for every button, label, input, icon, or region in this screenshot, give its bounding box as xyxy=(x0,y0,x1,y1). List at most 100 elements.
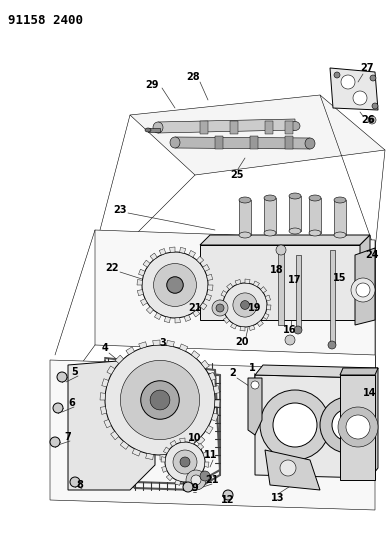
Polygon shape xyxy=(201,360,209,369)
Polygon shape xyxy=(139,342,147,349)
Circle shape xyxy=(70,477,80,487)
Text: 28: 28 xyxy=(186,72,200,82)
Polygon shape xyxy=(214,400,220,407)
Polygon shape xyxy=(209,372,216,381)
Circle shape xyxy=(141,381,179,419)
Text: 16: 16 xyxy=(283,325,297,335)
Circle shape xyxy=(154,263,196,306)
Circle shape xyxy=(276,245,286,255)
Circle shape xyxy=(167,277,183,293)
Polygon shape xyxy=(200,121,208,134)
Polygon shape xyxy=(203,264,210,271)
Text: 21: 21 xyxy=(205,475,219,485)
Polygon shape xyxy=(193,310,200,317)
Polygon shape xyxy=(158,119,295,133)
Polygon shape xyxy=(263,313,269,319)
Polygon shape xyxy=(208,285,213,290)
Ellipse shape xyxy=(334,197,346,203)
Text: 15: 15 xyxy=(333,273,347,283)
Text: 11: 11 xyxy=(204,450,218,460)
Polygon shape xyxy=(159,248,166,255)
Circle shape xyxy=(328,341,336,349)
Polygon shape xyxy=(296,255,301,330)
Polygon shape xyxy=(240,327,245,331)
Text: 20: 20 xyxy=(235,337,249,347)
Text: 25: 25 xyxy=(230,170,244,180)
Polygon shape xyxy=(140,298,147,305)
Polygon shape xyxy=(261,287,267,293)
Ellipse shape xyxy=(305,138,315,149)
Text: 91158 2400: 91158 2400 xyxy=(8,14,83,27)
Polygon shape xyxy=(95,230,375,355)
Polygon shape xyxy=(253,281,260,287)
Circle shape xyxy=(183,482,193,492)
Polygon shape xyxy=(164,317,170,322)
Circle shape xyxy=(353,91,367,105)
Polygon shape xyxy=(360,235,370,320)
Circle shape xyxy=(356,283,370,297)
Text: 12: 12 xyxy=(221,495,235,505)
Polygon shape xyxy=(175,137,310,149)
Circle shape xyxy=(341,75,355,89)
Polygon shape xyxy=(255,365,378,378)
Polygon shape xyxy=(221,290,227,296)
Polygon shape xyxy=(215,136,223,149)
Polygon shape xyxy=(68,358,155,490)
Ellipse shape xyxy=(239,232,251,238)
Circle shape xyxy=(251,381,259,389)
Polygon shape xyxy=(220,309,225,315)
Ellipse shape xyxy=(309,230,321,236)
Polygon shape xyxy=(130,95,385,175)
Polygon shape xyxy=(265,295,270,301)
Polygon shape xyxy=(153,340,160,345)
Polygon shape xyxy=(173,451,181,458)
Circle shape xyxy=(334,72,340,78)
Circle shape xyxy=(150,390,170,410)
Text: 22: 22 xyxy=(105,263,119,273)
Text: 1: 1 xyxy=(249,363,255,373)
Polygon shape xyxy=(146,306,153,314)
Polygon shape xyxy=(330,250,335,345)
Circle shape xyxy=(212,300,228,316)
Polygon shape xyxy=(196,437,205,445)
Circle shape xyxy=(50,437,60,447)
Polygon shape xyxy=(278,250,284,325)
Circle shape xyxy=(120,360,200,440)
Polygon shape xyxy=(170,247,175,252)
Circle shape xyxy=(223,283,267,327)
Circle shape xyxy=(180,457,190,467)
Ellipse shape xyxy=(153,122,163,133)
Circle shape xyxy=(142,252,208,318)
Polygon shape xyxy=(248,378,262,435)
Polygon shape xyxy=(146,454,153,459)
Circle shape xyxy=(320,397,376,453)
Circle shape xyxy=(346,415,370,439)
Ellipse shape xyxy=(264,195,276,201)
Polygon shape xyxy=(138,269,145,276)
Polygon shape xyxy=(163,447,169,454)
Circle shape xyxy=(241,301,249,309)
Text: 10: 10 xyxy=(188,433,202,443)
Text: 26: 26 xyxy=(361,115,375,125)
Polygon shape xyxy=(154,313,161,320)
Text: 8: 8 xyxy=(76,480,83,490)
Polygon shape xyxy=(334,200,346,235)
Circle shape xyxy=(223,490,233,500)
Polygon shape xyxy=(205,462,209,467)
Polygon shape xyxy=(198,443,204,449)
Polygon shape xyxy=(102,379,109,387)
Ellipse shape xyxy=(289,228,301,234)
Text: 29: 29 xyxy=(145,80,159,90)
Polygon shape xyxy=(180,247,186,253)
Text: 9: 9 xyxy=(192,483,198,493)
Polygon shape xyxy=(162,466,167,472)
Polygon shape xyxy=(223,317,229,324)
Polygon shape xyxy=(370,368,378,478)
Ellipse shape xyxy=(289,193,301,199)
Circle shape xyxy=(53,403,63,413)
Text: 3: 3 xyxy=(160,338,166,348)
Circle shape xyxy=(351,278,375,302)
Polygon shape xyxy=(285,121,293,134)
Polygon shape xyxy=(150,253,157,260)
Polygon shape xyxy=(230,324,237,329)
